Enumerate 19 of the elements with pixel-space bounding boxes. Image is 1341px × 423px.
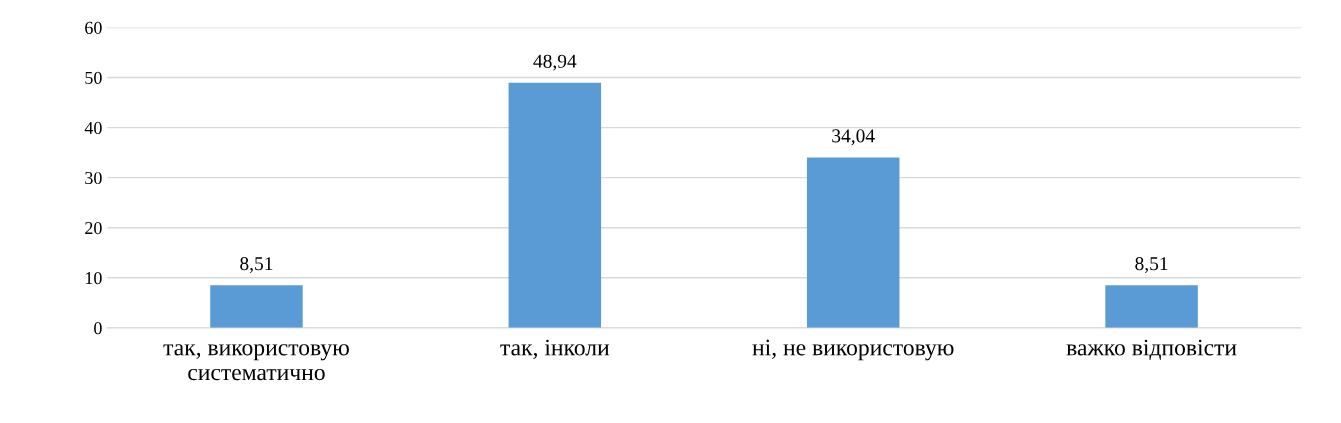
x-tick-label: так, використовую систематично <box>163 344 349 381</box>
x-tick-label: важко відповісти <box>1066 339 1237 360</box>
y-tick-label: 20 <box>85 221 102 235</box>
y-tick-label: 50 <box>85 71 102 84</box>
y-tick-label: 0 <box>94 322 102 335</box>
y-tick-label: 40 <box>84 121 102 135</box>
bar <box>806 157 900 328</box>
data-label: 48,94 <box>533 54 577 71</box>
x-tick-label: так, інколи <box>500 339 610 359</box>
y-tick-label: 60 <box>85 21 102 34</box>
bar <box>1105 285 1198 328</box>
bar <box>508 82 602 328</box>
data-label: 8,51 <box>1135 257 1168 273</box>
bar <box>210 285 303 328</box>
x-tick-label: ні, не використовую <box>752 339 954 361</box>
y-tick-label: 30 <box>85 171 102 185</box>
data-label: 34,04 <box>832 129 875 146</box>
y-tick-label: 10 <box>85 272 102 285</box>
data-label: 8,51 <box>240 257 273 273</box>
